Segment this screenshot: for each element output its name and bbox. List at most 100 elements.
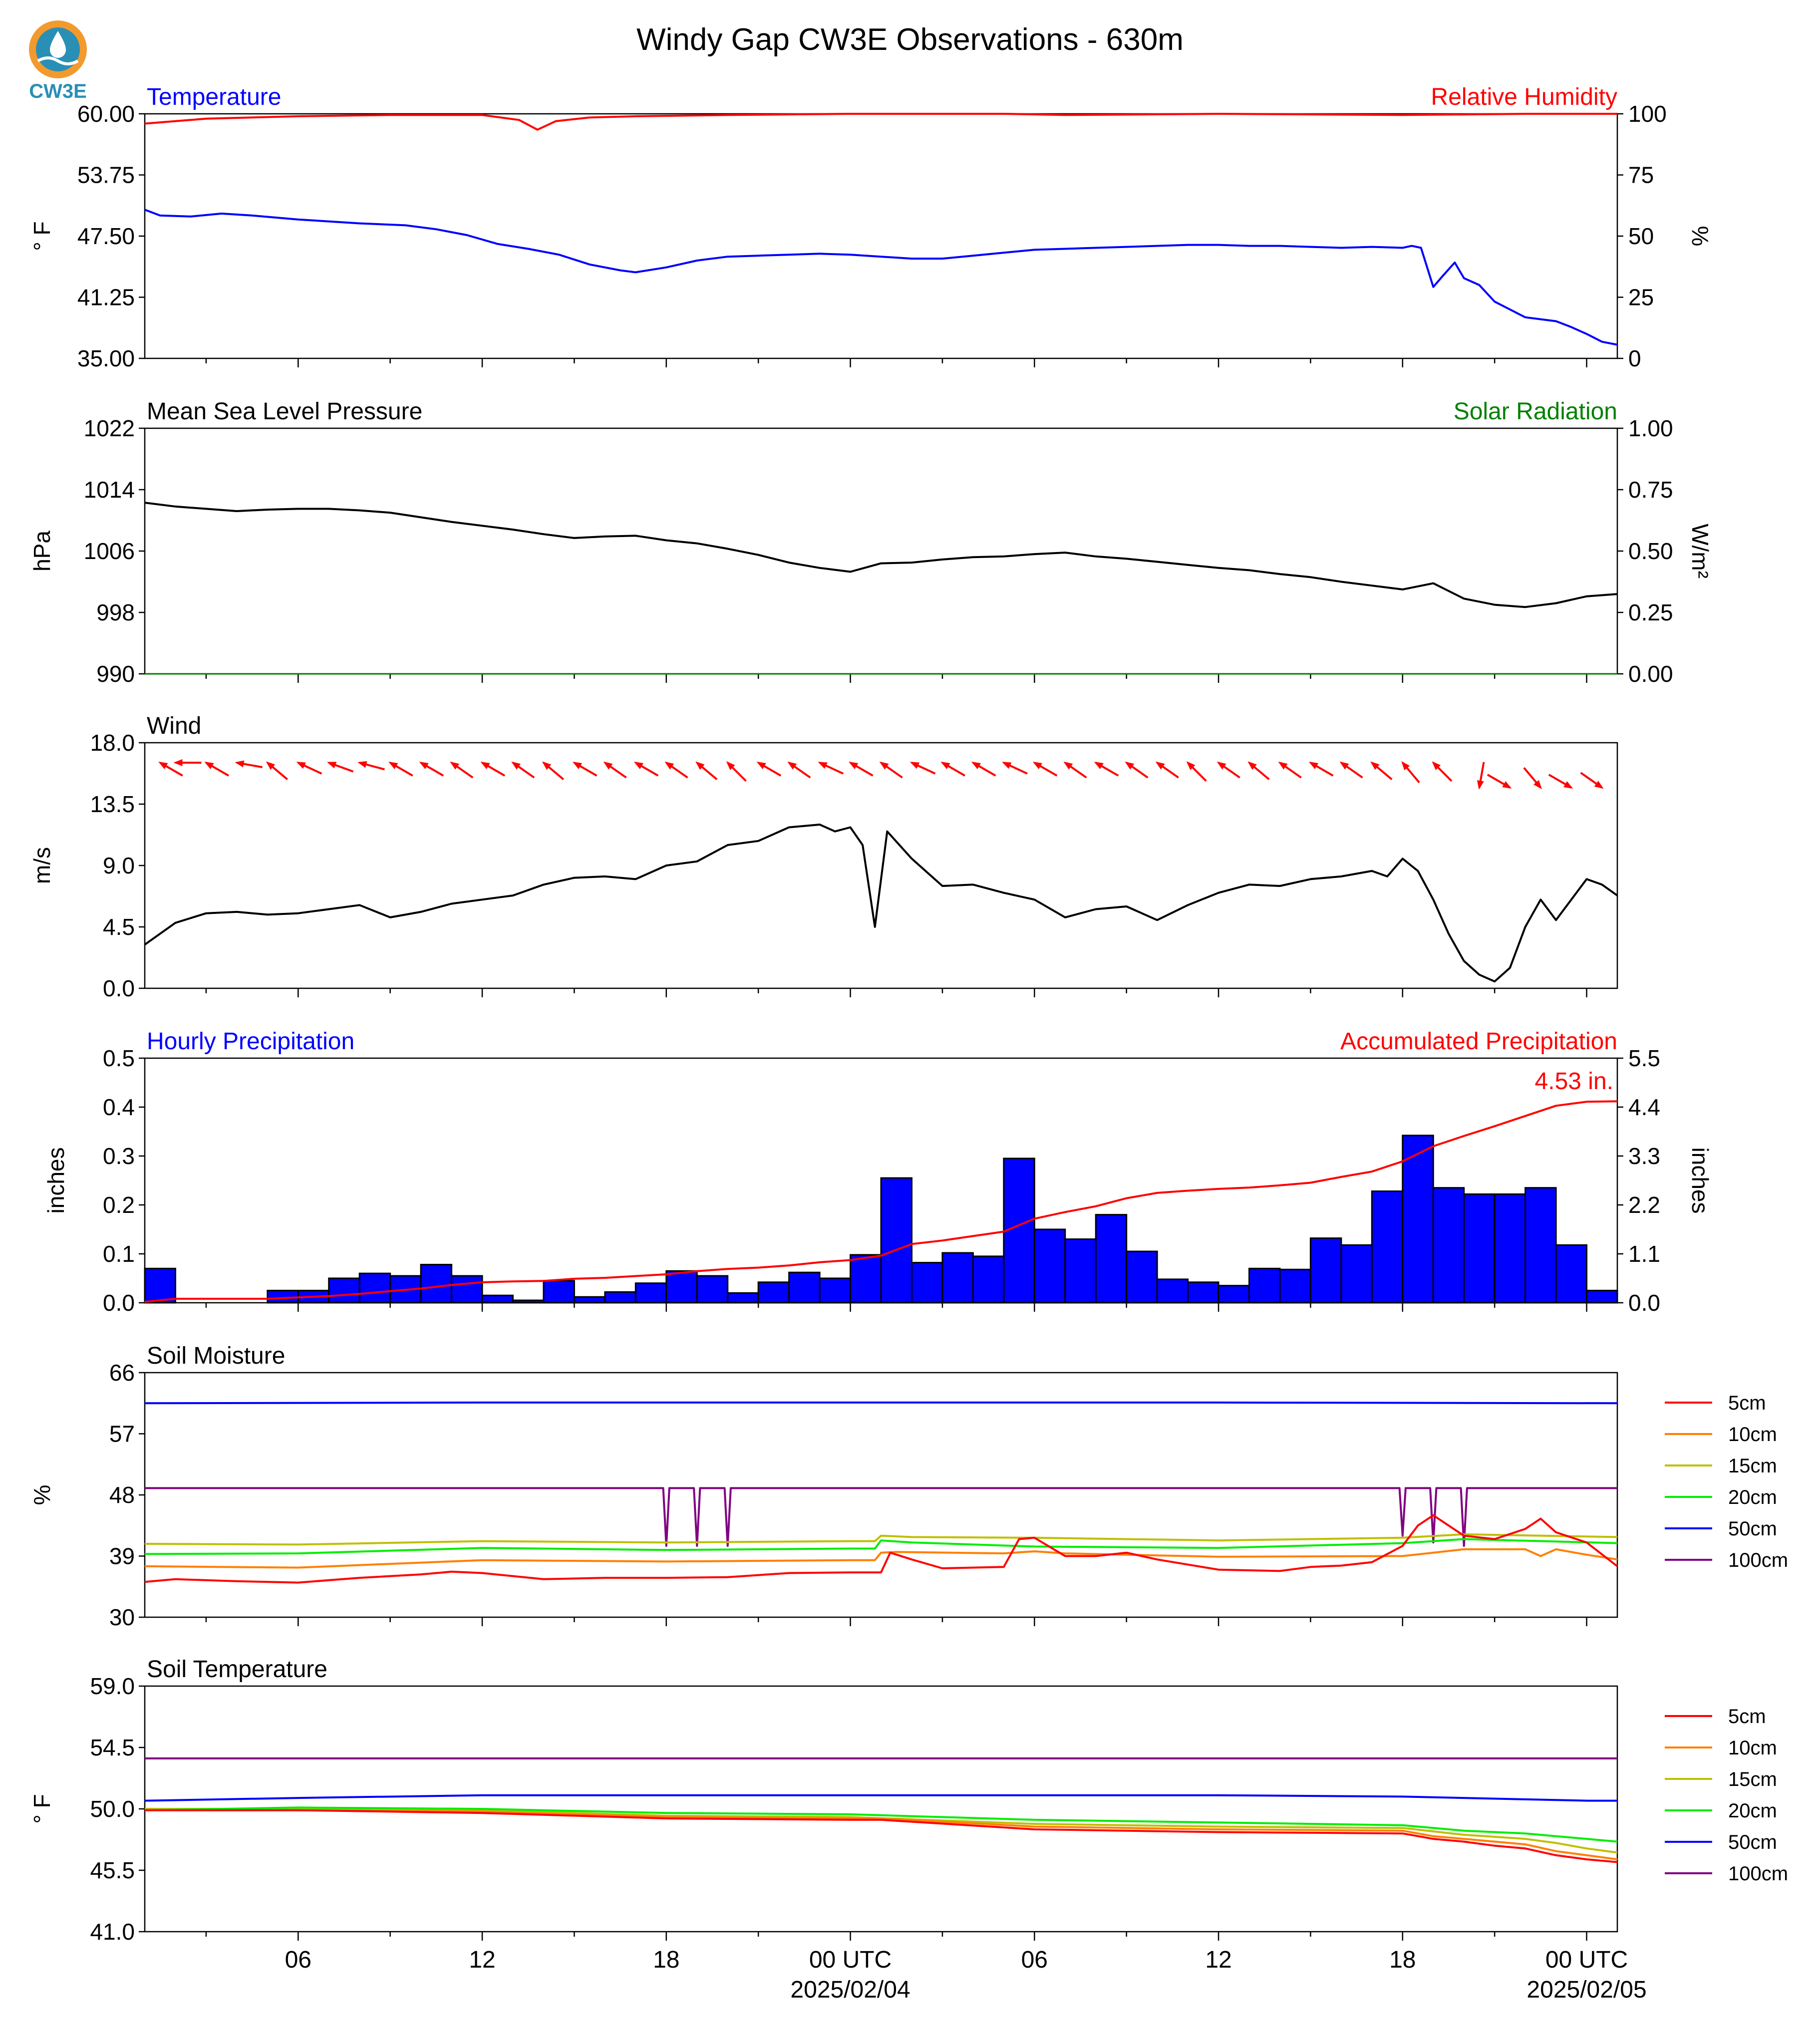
y2-tick-label: 0.50	[1628, 538, 1673, 564]
precip-bar	[481, 1294, 514, 1304]
precip-bar	[573, 1296, 606, 1304]
precip-bar	[358, 1272, 391, 1304]
wind-barb	[296, 762, 322, 775]
y-tick-label: 45.5	[90, 1857, 135, 1883]
precip-bar	[328, 1277, 360, 1304]
series-soil_moisture-15cm	[144, 1533, 1618, 1546]
y-tick-label: 1022	[84, 415, 135, 441]
y-tick-label: 0.2	[103, 1192, 135, 1218]
wind-barb-head	[572, 762, 583, 770]
precip-bar	[1494, 1193, 1526, 1304]
precip-bar	[1402, 1135, 1434, 1304]
wind-barb	[726, 761, 747, 782]
panel-title-right: Relative Humidity	[1431, 84, 1617, 110]
precip-bar	[1064, 1238, 1097, 1304]
y2-tick-label: 0.75	[1628, 477, 1673, 503]
y-tick-label: 0.1	[103, 1241, 135, 1267]
legend-label: 50cm	[1728, 1518, 1777, 1540]
wind-barb	[1487, 774, 1512, 789]
x-tick-label: 18	[1389, 1947, 1416, 1973]
wind-barb	[158, 762, 183, 777]
wind-barb-head	[357, 761, 367, 768]
y-axis-label: m/s	[29, 847, 55, 884]
x-tick-label: 12	[469, 1947, 495, 1973]
precip-bar	[696, 1275, 729, 1304]
wind-barb	[266, 761, 288, 780]
wind-barb-head	[910, 762, 920, 769]
precip-bar	[1033, 1228, 1066, 1304]
precip-bar	[941, 1252, 974, 1304]
x-tick-label: 06	[285, 1947, 311, 1973]
wind-barb	[1370, 761, 1393, 780]
x-tick-label: 06	[1021, 1947, 1048, 1973]
wind-barb	[633, 762, 659, 777]
precip-bar	[144, 1267, 176, 1304]
y-tick-label: 47.50	[77, 223, 135, 249]
wind-barb	[542, 761, 565, 780]
wind-barb	[1580, 772, 1604, 789]
y2-tick-label: 1.1	[1628, 1241, 1660, 1267]
y-tick-label: 0.5	[103, 1045, 135, 1071]
wind-barb	[1401, 761, 1420, 784]
precip-bar	[604, 1291, 636, 1304]
wind-barb-head	[1563, 781, 1573, 789]
wind-barb	[572, 762, 598, 777]
y-axis-label: ° F	[29, 221, 55, 251]
legend-soil_temp: 5cm 10cm 15cm 20cm 50cm 100cm	[1665, 1706, 1788, 1885]
wind-barb	[1548, 774, 1573, 789]
wind-barb	[204, 762, 229, 777]
series-soil_moisture-20cm	[144, 1538, 1618, 1555]
panel-title-left: Hourly Precipitation	[147, 1028, 354, 1055]
wind-barb-head	[726, 761, 735, 770]
logo-text: CW3E	[29, 80, 87, 102]
wind-barb-head	[879, 761, 889, 770]
panel-title-left: Soil Temperature	[147, 1656, 327, 1683]
y2-tick-label: 25	[1628, 285, 1654, 310]
series-soil_temp-20cm	[144, 1806, 1618, 1843]
y-axis-label: %	[29, 1485, 55, 1505]
wind-barb-head	[1502, 781, 1512, 789]
wind-barb	[971, 762, 996, 777]
legend-label: 5cm	[1728, 1706, 1766, 1728]
wind-barb	[603, 761, 627, 779]
precip-bar	[634, 1282, 667, 1304]
legend-label: 15cm	[1728, 1768, 1777, 1790]
precip-bar	[972, 1255, 1005, 1304]
wind-barb-head	[1094, 762, 1104, 770]
x-date-label: 2025/02/05	[1526, 1977, 1646, 2003]
y2-tick-label: 0.00	[1628, 661, 1673, 687]
legend-label: 10cm	[1728, 1424, 1777, 1446]
legend-soil_moisture: 5cm 10cm 15cm 20cm 50cm 100cm	[1665, 1392, 1788, 1571]
panels-layer: Temperature Relative Humidity 60.00 53.75 47…	[29, 84, 1788, 1945]
wind-barb	[756, 762, 782, 777]
wind-barb	[1278, 761, 1302, 779]
wind-barb-head	[1216, 761, 1226, 770]
wind-barb-head	[1002, 762, 1012, 769]
y-tick-label: 39	[109, 1543, 135, 1569]
series-soil_moisture-10cm	[144, 1548, 1618, 1569]
wind-barb-head	[1308, 762, 1319, 770]
wind-barb-head	[1155, 761, 1165, 770]
x-tick-label: 12	[1205, 1947, 1231, 1973]
logo-water-drop-icon	[50, 31, 66, 58]
y-tick-label: 9.0	[103, 853, 135, 878]
series-pressure	[144, 502, 1618, 608]
series-relative-humidity	[144, 113, 1617, 131]
precip-bar	[1340, 1244, 1373, 1304]
wind-barb-head	[296, 762, 306, 769]
wind-barb	[818, 762, 844, 775]
panel-title-left: Temperature	[147, 84, 281, 110]
y-axis-label: ° F	[29, 1794, 55, 1823]
y2-axis-label: %	[1687, 226, 1713, 247]
wind-barb-head	[1278, 761, 1288, 770]
precip-bar	[850, 1254, 882, 1304]
time-axis: 06 12 18 00 UTC 06 12 18 00 UTC 2025/02/04 2025/0…	[285, 1947, 1647, 2003]
wind-barb-head	[633, 762, 643, 770]
y-tick-label: 30	[109, 1604, 135, 1630]
precip-bar	[1217, 1285, 1250, 1304]
wind-barb	[235, 760, 263, 768]
wind-barb-head	[1370, 761, 1380, 770]
legend-label: 100cm	[1728, 1863, 1788, 1885]
wind-barb	[849, 762, 874, 777]
